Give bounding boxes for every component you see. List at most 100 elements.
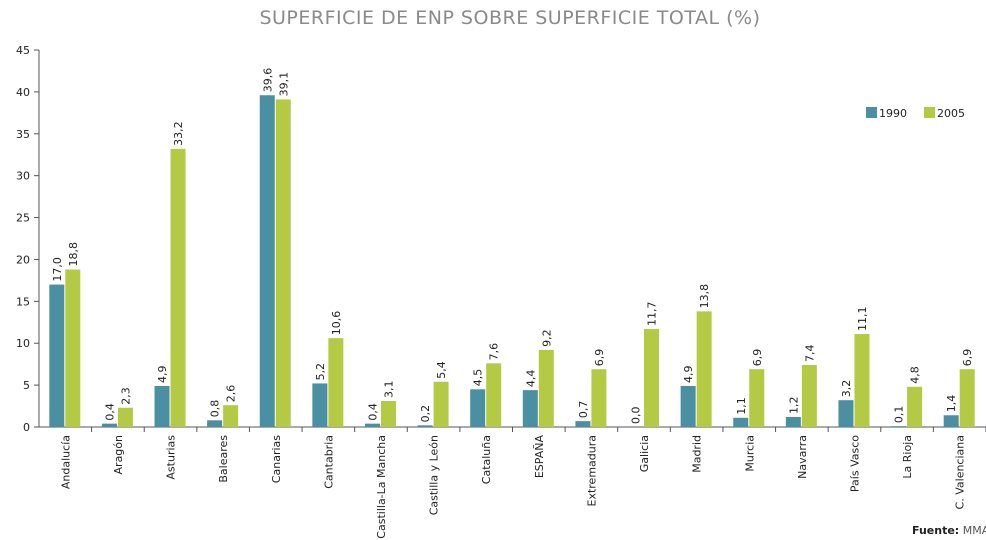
x-tick-label: ESPAÑA bbox=[533, 435, 546, 479]
bar bbox=[433, 381, 449, 427]
bar bbox=[259, 95, 275, 428]
bar bbox=[101, 423, 117, 427]
bar bbox=[207, 420, 223, 427]
y-tick-label: 40 bbox=[16, 86, 30, 99]
value-label: 4,9 bbox=[682, 365, 695, 383]
legend-swatch bbox=[866, 107, 877, 118]
value-label: 0,7 bbox=[577, 401, 590, 419]
x-tick-label: Castilla y León bbox=[428, 435, 441, 515]
value-label: 3,1 bbox=[382, 381, 395, 399]
x-tick-label: Navarra bbox=[796, 435, 809, 479]
bar bbox=[785, 416, 801, 427]
value-label: 10,6 bbox=[330, 311, 343, 336]
value-label: 4,9 bbox=[156, 365, 169, 383]
y-tick-label: 30 bbox=[16, 170, 30, 183]
value-label: 0,4 bbox=[366, 403, 379, 421]
bar bbox=[907, 386, 923, 427]
value-label: 4,5 bbox=[472, 369, 485, 387]
value-label: 0,2 bbox=[419, 405, 432, 423]
y-tick-label: 0 bbox=[23, 421, 30, 434]
legend-swatch bbox=[924, 107, 935, 118]
bar bbox=[522, 390, 538, 427]
value-label: 1,1 bbox=[735, 397, 748, 415]
bar bbox=[49, 284, 65, 427]
bar bbox=[328, 338, 344, 427]
value-label: 1,2 bbox=[787, 396, 800, 414]
bar bbox=[680, 385, 696, 427]
y-tick-label: 20 bbox=[16, 253, 30, 266]
chart-title: SUPERFICIE DE ENP SOBRE SUPERFICIE TOTAL… bbox=[259, 7, 760, 29]
value-label: 4,4 bbox=[524, 370, 537, 388]
bar bbox=[65, 269, 81, 427]
bar bbox=[696, 311, 712, 427]
x-tick-label: Cantabria bbox=[322, 435, 335, 489]
value-label: 9,2 bbox=[540, 329, 553, 347]
value-label: 6,9 bbox=[751, 349, 764, 367]
bar bbox=[943, 415, 959, 427]
value-label: 1,4 bbox=[945, 395, 958, 413]
value-label: 5,4 bbox=[435, 361, 448, 379]
value-label: 11,1 bbox=[856, 307, 869, 332]
x-tick-label: Asturias bbox=[165, 435, 178, 480]
bar bbox=[891, 426, 907, 427]
source-text: MMA bbox=[963, 524, 986, 537]
value-label: 7,4 bbox=[803, 345, 816, 363]
bar bbox=[644, 328, 660, 427]
value-label: 11,7 bbox=[646, 301, 659, 326]
value-label: 33,2 bbox=[172, 121, 185, 146]
bar bbox=[417, 425, 433, 427]
x-tick-label: Castilla-La Mancha bbox=[375, 435, 388, 539]
x-tick-label: Murcia bbox=[743, 435, 756, 472]
bar bbox=[275, 99, 291, 427]
bar bbox=[486, 363, 502, 427]
y-tick-label: 45 bbox=[16, 44, 30, 57]
x-tick-label: Extremadura bbox=[585, 435, 598, 507]
y-tick-label: 25 bbox=[16, 212, 30, 225]
x-tick-label: C. Valenciana bbox=[954, 435, 967, 509]
bar bbox=[154, 385, 170, 427]
bar bbox=[733, 417, 749, 427]
y-tick-label: 5 bbox=[23, 379, 30, 392]
value-label: 0,8 bbox=[209, 400, 222, 418]
legend-label: 2005 bbox=[937, 107, 965, 120]
value-label: 3,2 bbox=[840, 380, 853, 398]
value-label: 2,6 bbox=[225, 385, 238, 403]
source-label: Fuente: bbox=[912, 524, 959, 537]
bar bbox=[364, 423, 380, 427]
bar bbox=[117, 407, 133, 427]
value-label: 6,9 bbox=[961, 349, 974, 367]
x-tick-label: Galicia bbox=[638, 435, 651, 472]
x-tick-label: Cataluña bbox=[480, 435, 493, 484]
bar bbox=[170, 148, 186, 427]
value-label: 13,8 bbox=[698, 284, 711, 309]
bar bbox=[749, 369, 765, 427]
value-label: 17,0 bbox=[51, 257, 64, 282]
x-tick-label: País Vasco bbox=[848, 435, 861, 492]
x-tick-label: Canarias bbox=[270, 435, 283, 483]
x-tick-label: La Rioja bbox=[901, 435, 914, 479]
x-tick-label: Aragón bbox=[112, 435, 125, 475]
bar bbox=[470, 389, 486, 427]
legend-label: 1990 bbox=[879, 107, 907, 120]
x-tick-label: Baleares bbox=[217, 435, 230, 483]
value-label: 18,8 bbox=[67, 242, 80, 267]
y-tick-label: 35 bbox=[16, 128, 30, 141]
bar bbox=[312, 383, 328, 427]
y-tick-label: 10 bbox=[16, 337, 30, 350]
value-label: 5,2 bbox=[314, 363, 327, 381]
value-label: 2,3 bbox=[119, 387, 132, 405]
y-tick-label: 15 bbox=[16, 295, 30, 308]
bar bbox=[223, 405, 239, 427]
value-label: 0,1 bbox=[893, 406, 906, 424]
x-tick-label: Madrid bbox=[691, 435, 704, 473]
bar bbox=[838, 400, 854, 427]
value-label: 4,8 bbox=[909, 366, 922, 384]
bar bbox=[538, 349, 554, 427]
x-tick-label: Andalucía bbox=[59, 435, 72, 489]
value-label: 6,9 bbox=[593, 349, 606, 367]
bar bbox=[380, 401, 396, 427]
value-label: 39,1 bbox=[277, 72, 290, 97]
source: Fuente: MMA bbox=[912, 524, 986, 537]
value-label: 7,6 bbox=[488, 343, 501, 361]
